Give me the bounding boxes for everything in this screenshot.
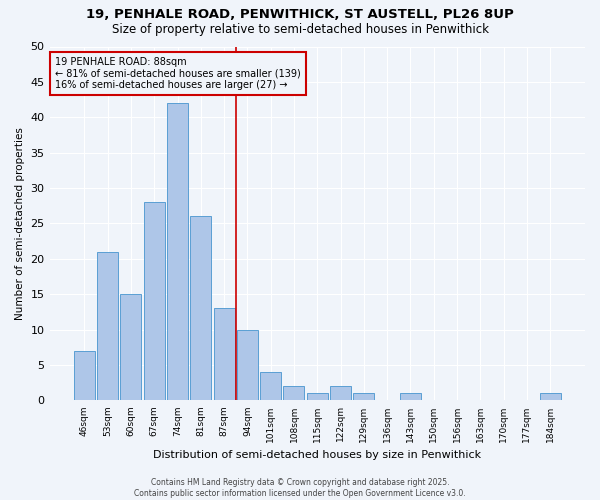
Bar [237,330,258,400]
Bar [214,308,235,400]
Bar [74,351,95,401]
Bar [353,394,374,400]
Bar [283,386,304,400]
X-axis label: Distribution of semi-detached houses by size in Penwithick: Distribution of semi-detached houses by … [153,450,481,460]
Bar [144,202,165,400]
Bar [121,294,142,401]
Text: 19 PENHALE ROAD: 88sqm
← 81% of semi-detached houses are smaller (139)
16% of se: 19 PENHALE ROAD: 88sqm ← 81% of semi-det… [55,57,301,90]
Bar [330,386,351,400]
Bar [539,394,560,400]
Text: Contains HM Land Registry data © Crown copyright and database right 2025.
Contai: Contains HM Land Registry data © Crown c… [134,478,466,498]
Bar [190,216,211,400]
Bar [400,394,421,400]
Bar [307,394,328,400]
Bar [97,252,118,400]
Text: 19, PENHALE ROAD, PENWITHICK, ST AUSTELL, PL26 8UP: 19, PENHALE ROAD, PENWITHICK, ST AUSTELL… [86,8,514,20]
Text: Size of property relative to semi-detached houses in Penwithick: Size of property relative to semi-detach… [112,22,488,36]
Y-axis label: Number of semi-detached properties: Number of semi-detached properties [15,127,25,320]
Bar [260,372,281,400]
Bar [167,103,188,401]
